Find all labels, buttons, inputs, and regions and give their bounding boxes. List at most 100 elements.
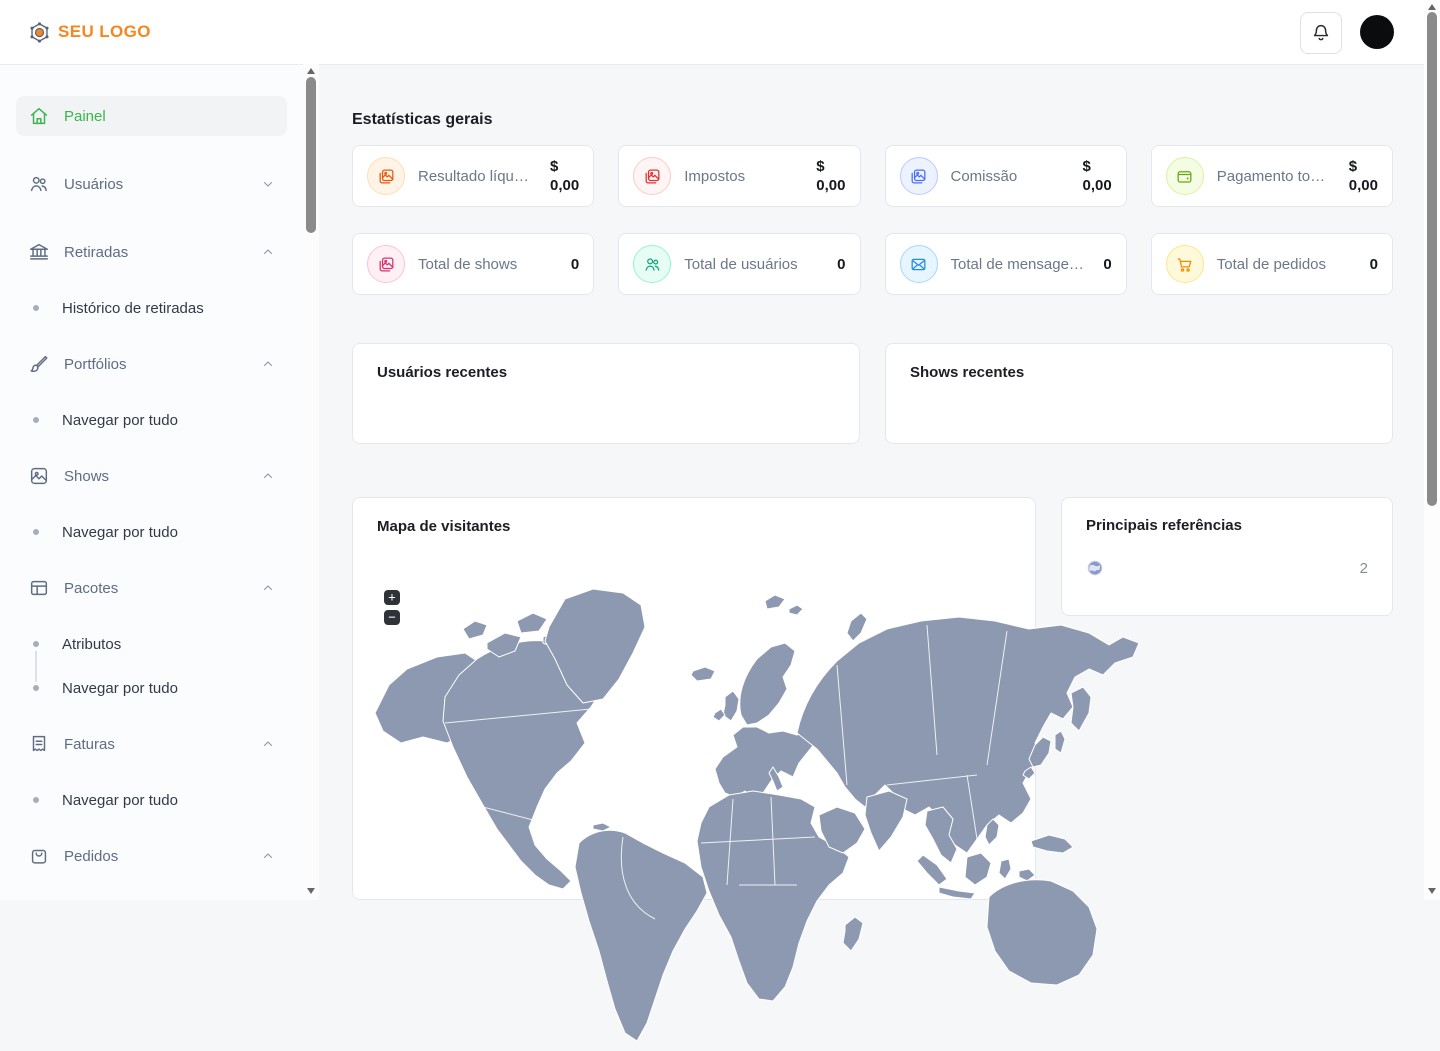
sidebar-scrollbar-thumb[interactable] [306,77,316,233]
stat-value: 0 [570,255,580,273]
notifications-button[interactable] [1300,12,1342,54]
users-icon [633,245,672,283]
chevron-up-icon [261,581,275,595]
bullet-icon [33,797,39,803]
logo-text: SEU LOGO [58,22,151,41]
bullet-icon [33,529,39,535]
stat-card-comissao: Comissão $0,00 [884,145,1127,207]
sidebar: Painel Usuários Retiradas Histórico de r… [0,64,303,900]
sidebar-subitem-label: Navegar por tudo [62,679,178,697]
topbar: SEU LOGO [0,0,1440,65]
sidebar-item-label: Usuários [64,175,124,193]
sidebar-subitem-label: Histórico de retiradas [62,299,204,317]
home-icon [28,105,50,127]
sidebar-item-label: Pedidos [64,847,119,865]
sidebar-item-label: Faturas [64,735,115,753]
photo-edit-icon [367,245,405,283]
sidebar-subitem-atributos[interactable]: Atributos [16,622,287,666]
stat-value: $0,00 [816,157,846,195]
sidebar-item-label: Portfólios [64,355,127,373]
stat-label: Total de mensage… [950,255,1084,273]
user-avatar[interactable] [1360,15,1394,49]
sidebar-item-pacotes[interactable]: Pacotes [16,568,287,608]
logo[interactable]: SEU LOGO [28,0,151,64]
stat-value: 0 [1103,255,1112,273]
stat-label: Total de shows [418,255,518,273]
sidebar-subitem-faturas-navegar[interactable]: Navegar por tudo [16,778,287,822]
stat-card-resultado-liquido: Resultado líqu… $0,00 [352,145,595,207]
recent-users-panel: Usuários recentes [352,343,860,444]
stat-label: Impostos [684,167,746,185]
sidebar-item-faturas[interactable]: Faturas [16,724,287,764]
sidebar-subitem-shows-navegar[interactable]: Navegar por tudo [16,510,287,554]
page-scrollbar-thumb[interactable] [1427,12,1437,506]
mail-icon [899,245,938,283]
receipt-icon [28,733,50,755]
sidebar-item-retiradas[interactable]: Retiradas [16,232,287,272]
sidebar-item-label: Retiradas [64,243,129,261]
bank-icon [28,241,50,263]
sidebar-subitem-pedidos-navegar[interactable]: Navegar por tudo [16,890,287,900]
reference-row: 2 [1086,559,1368,577]
recent-shows-panel: Shows recentes [885,343,1393,444]
reference-count: 2 [1359,559,1368,577]
chevron-up-icon [261,849,275,863]
sidebar-item-label: Painel [64,107,106,125]
sidebar-item-label: Shows [64,467,110,485]
stat-label: Total de pedidos [1216,255,1326,273]
sidebar-subitem-portfolios-navegar[interactable]: Navegar por tudo [16,398,287,442]
sidebar-scrollbar [303,64,319,900]
sidebar-item-pedidos[interactable]: Pedidos [16,836,287,876]
scroll-up-arrow[interactable] [307,68,315,74]
chevron-up-icon [261,737,275,751]
scroll-down-arrow[interactable] [307,888,315,894]
stat-label: Resultado líqu… [418,167,529,185]
sidebar-item-usuarios[interactable]: Usuários [16,164,287,204]
sidebar-subitem-historico-de-retiradas[interactable]: Histórico de retiradas [16,286,287,330]
stat-card-total-mensagens: Total de mensage… 0 [884,233,1127,295]
sidebar-item-portfolios[interactable]: Portfólios [16,344,287,384]
bullet-icon [33,417,39,423]
stat-card-total-usuarios: Total de usuários 0 [618,233,861,295]
photo-edit-icon [367,157,405,195]
stat-label: Pagamento to… [1216,167,1326,185]
chevron-down-icon [261,177,275,191]
stats-grid: Resultado líqu… $0,00 Impostos $0,00 Com… [352,145,1393,295]
panel-title: Shows recentes [910,364,1025,381]
sidebar-item-label: Pacotes [64,579,119,597]
chevron-up-icon [261,245,275,259]
map-zoom-out-button[interactable]: − [384,610,400,625]
bullet-icon [33,305,39,311]
cart-icon [1165,245,1204,283]
brush-icon [28,353,50,375]
stat-card-impostos: Impostos $0,00 [618,145,861,207]
logo-icon [28,21,51,44]
chevron-up-icon [261,469,275,483]
bullet-icon [33,685,39,691]
chevron-up-icon [261,357,275,371]
scroll-down-arrow[interactable] [1428,888,1436,894]
stat-value: 0 [1369,255,1378,273]
stat-value: 0 [837,255,846,273]
sidebar-item-painel[interactable]: Painel [16,96,287,136]
bell-icon [1310,22,1332,44]
photo-edit-icon [899,157,938,195]
stat-value: $0,00 [550,157,580,195]
globe-icon [1086,559,1104,577]
sidebar-subitem-label: Navegar por tudo [62,523,178,541]
stat-value: $0,00 [1082,157,1112,195]
stat-card-total-pedidos: Total de pedidos 0 [1150,233,1393,295]
page-title: Estatísticas gerais [352,111,493,129]
scroll-up-arrow[interactable] [1428,4,1436,10]
stat-card-total-shows: Total de shows 0 [352,233,595,295]
shopping-bag-icon [28,845,50,867]
panel-title: Mapa de visitantes [377,518,511,535]
sidebar-subitem-pacotes-navegar[interactable]: Navegar por tudo [16,666,287,710]
sidebar-item-shows[interactable]: Shows [16,456,287,496]
world-map[interactable] [367,585,1157,1051]
map-zoom-in-button[interactable]: + [384,590,400,605]
panel-title: Principais referências [1086,517,1242,534]
top-references-panel: Principais referências 2 [1061,497,1393,616]
users-icon [28,173,50,195]
photo-edit-icon [633,157,672,195]
